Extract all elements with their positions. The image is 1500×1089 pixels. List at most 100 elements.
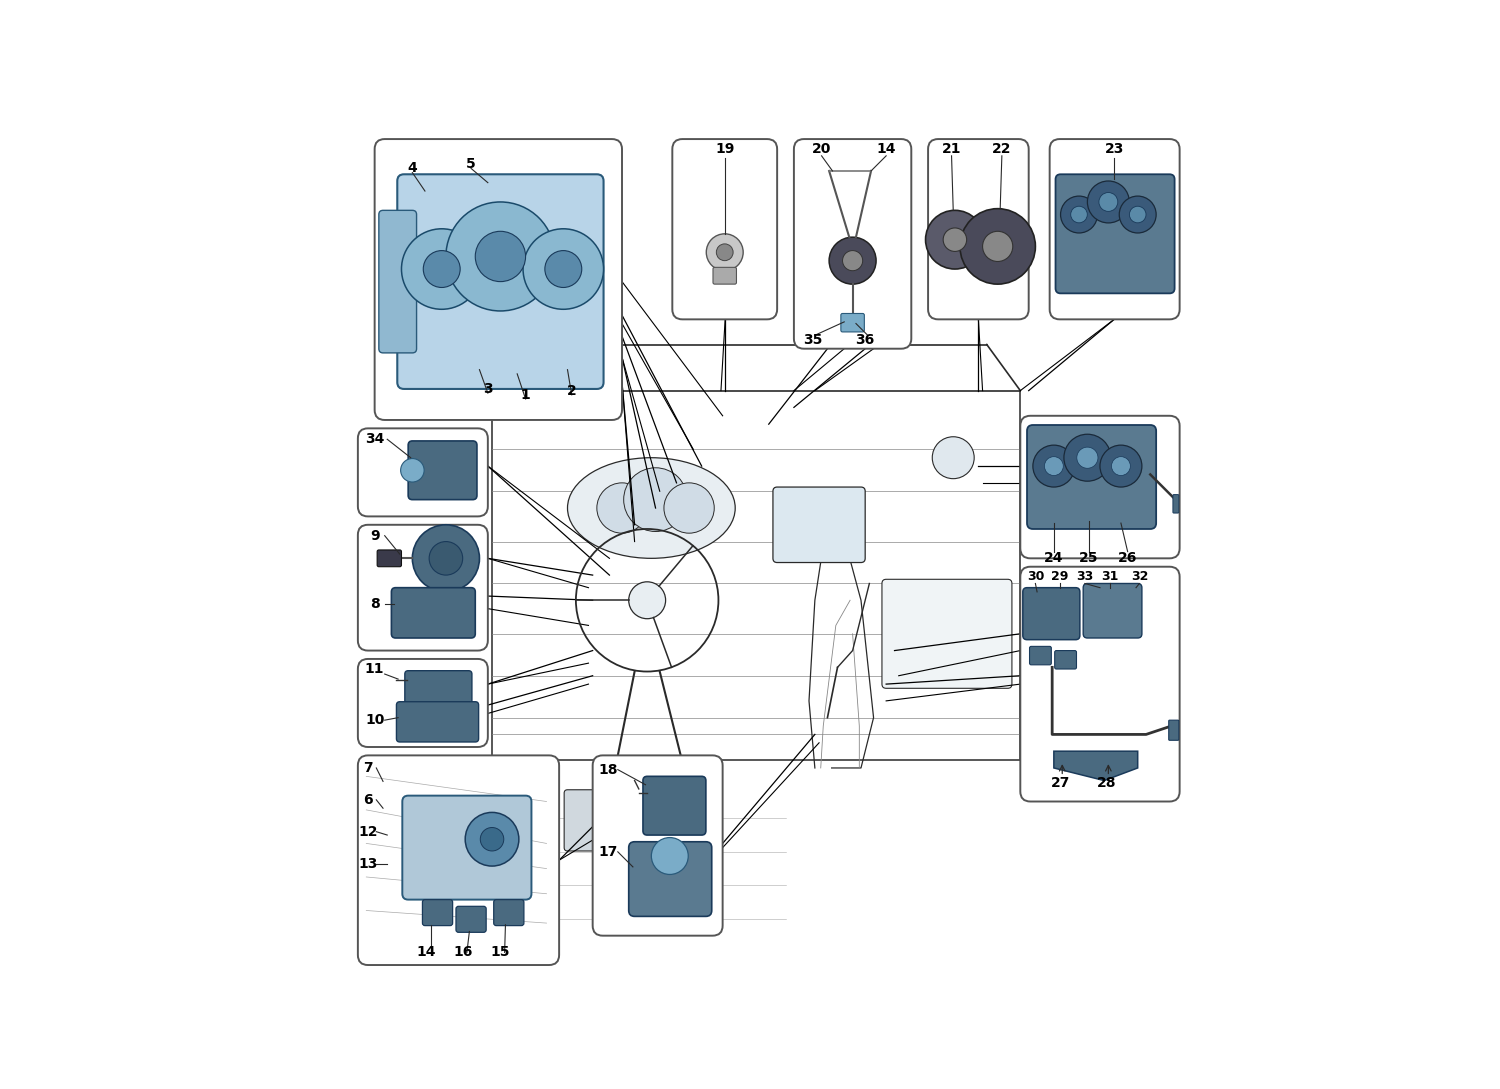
FancyBboxPatch shape <box>1054 650 1077 669</box>
Circle shape <box>446 201 555 311</box>
FancyBboxPatch shape <box>358 659 488 747</box>
FancyBboxPatch shape <box>1056 174 1174 293</box>
Text: 7: 7 <box>363 761 372 775</box>
FancyBboxPatch shape <box>375 139 622 420</box>
Circle shape <box>926 210 984 269</box>
FancyBboxPatch shape <box>628 842 711 916</box>
Text: 14: 14 <box>876 143 896 156</box>
FancyBboxPatch shape <box>1020 566 1179 802</box>
FancyBboxPatch shape <box>402 796 531 900</box>
Text: 31: 31 <box>1101 571 1119 584</box>
FancyBboxPatch shape <box>672 139 777 319</box>
Circle shape <box>1064 435 1112 481</box>
FancyBboxPatch shape <box>1028 425 1156 529</box>
Text: 8: 8 <box>370 598 380 611</box>
FancyBboxPatch shape <box>396 701 478 742</box>
Text: 36: 36 <box>855 333 874 347</box>
Circle shape <box>465 812 519 866</box>
Circle shape <box>1060 196 1098 233</box>
Circle shape <box>717 244 734 260</box>
Text: 18: 18 <box>598 762 618 776</box>
FancyBboxPatch shape <box>398 174 603 389</box>
Circle shape <box>480 828 504 851</box>
Text: 1: 1 <box>520 388 531 402</box>
FancyBboxPatch shape <box>392 588 476 638</box>
Ellipse shape <box>567 457 735 559</box>
FancyBboxPatch shape <box>1020 416 1179 559</box>
Circle shape <box>960 209 1035 284</box>
FancyBboxPatch shape <box>376 550 402 566</box>
Polygon shape <box>1054 751 1137 781</box>
FancyBboxPatch shape <box>423 900 453 926</box>
Text: 21: 21 <box>942 143 962 156</box>
FancyBboxPatch shape <box>592 756 723 935</box>
FancyBboxPatch shape <box>358 756 560 965</box>
FancyBboxPatch shape <box>358 428 488 516</box>
FancyBboxPatch shape <box>1023 588 1080 639</box>
FancyBboxPatch shape <box>644 776 706 835</box>
Circle shape <box>597 482 646 534</box>
Text: 23: 23 <box>1104 143 1124 156</box>
Circle shape <box>1119 196 1156 233</box>
FancyBboxPatch shape <box>494 900 524 926</box>
Circle shape <box>413 525 480 592</box>
Text: 22: 22 <box>992 143 1011 156</box>
Text: 19: 19 <box>716 143 735 156</box>
Circle shape <box>1112 456 1131 476</box>
Circle shape <box>628 582 666 619</box>
FancyBboxPatch shape <box>712 268 736 284</box>
Text: 25: 25 <box>1080 551 1100 565</box>
FancyBboxPatch shape <box>772 487 865 563</box>
Text: 2: 2 <box>567 383 576 397</box>
FancyBboxPatch shape <box>882 579 1013 688</box>
Circle shape <box>843 250 862 271</box>
Circle shape <box>982 231 1012 261</box>
Circle shape <box>1130 206 1146 223</box>
Text: 9: 9 <box>370 528 380 542</box>
Text: 33: 33 <box>1077 571 1094 584</box>
FancyBboxPatch shape <box>408 441 477 500</box>
Text: 29: 29 <box>1052 571 1068 584</box>
Circle shape <box>664 482 714 534</box>
Text: 24: 24 <box>1044 551 1064 565</box>
Text: 16: 16 <box>453 945 472 959</box>
Circle shape <box>1100 193 1118 211</box>
Circle shape <box>706 234 742 271</box>
FancyBboxPatch shape <box>928 139 1029 319</box>
Text: 14: 14 <box>417 945 436 959</box>
Circle shape <box>1100 445 1142 487</box>
FancyBboxPatch shape <box>522 782 558 855</box>
FancyBboxPatch shape <box>794 139 912 348</box>
Text: 34: 34 <box>364 432 384 446</box>
Circle shape <box>1088 181 1130 223</box>
FancyBboxPatch shape <box>842 314 864 332</box>
FancyBboxPatch shape <box>564 790 614 851</box>
Text: 17: 17 <box>598 845 618 859</box>
Circle shape <box>944 228 966 252</box>
Text: 27: 27 <box>1052 776 1070 790</box>
FancyBboxPatch shape <box>405 671 472 708</box>
Text: 35: 35 <box>804 333 824 347</box>
Circle shape <box>830 237 876 284</box>
Circle shape <box>400 458 424 482</box>
Circle shape <box>429 541 462 575</box>
Circle shape <box>402 229 482 309</box>
FancyBboxPatch shape <box>358 525 488 650</box>
Circle shape <box>624 468 687 531</box>
Text: 4: 4 <box>408 161 417 175</box>
Circle shape <box>651 837 688 874</box>
Text: 10: 10 <box>364 713 384 727</box>
FancyBboxPatch shape <box>1173 494 1179 513</box>
Text: 26: 26 <box>1118 551 1137 565</box>
Circle shape <box>1044 456 1064 476</box>
FancyBboxPatch shape <box>1050 139 1179 319</box>
Circle shape <box>1071 206 1088 223</box>
Text: 20: 20 <box>812 143 831 156</box>
Circle shape <box>1034 445 1076 487</box>
FancyBboxPatch shape <box>456 906 486 932</box>
FancyBboxPatch shape <box>1083 584 1142 638</box>
Text: 28: 28 <box>1096 776 1116 790</box>
Text: 3: 3 <box>483 382 492 396</box>
Circle shape <box>423 250 460 287</box>
Circle shape <box>476 231 525 282</box>
